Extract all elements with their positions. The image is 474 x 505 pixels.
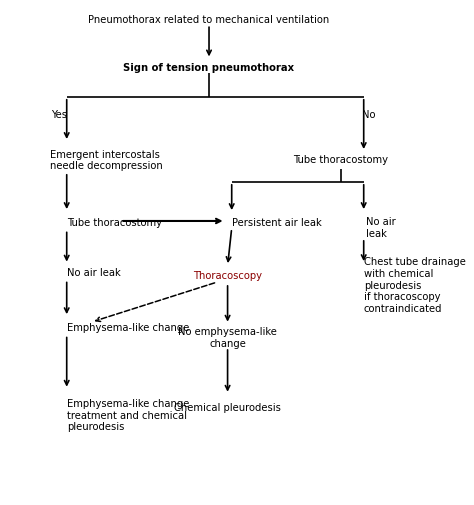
Text: No: No bbox=[362, 110, 375, 120]
Text: Chest tube drainage
with chemical
pleurodesis
if thoracoscopy
contraindicated: Chest tube drainage with chemical pleuro… bbox=[364, 257, 465, 313]
Text: Emergent intercostals
needle decompression: Emergent intercostals needle decompressi… bbox=[50, 149, 163, 171]
Text: No air
leak: No air leak bbox=[366, 217, 395, 238]
Text: Chemical pleurodesis: Chemical pleurodesis bbox=[174, 402, 281, 412]
Text: Pneumothorax related to mechanical ventilation: Pneumothorax related to mechanical venti… bbox=[88, 15, 329, 25]
Text: No emphysema-like
change: No emphysema-like change bbox=[178, 327, 277, 348]
Text: Emphysema-like change: Emphysema-like change bbox=[67, 322, 189, 332]
Text: No air leak: No air leak bbox=[67, 268, 120, 277]
Text: Emphysema-like change
treatment and chemical
pleurodesis: Emphysema-like change treatment and chem… bbox=[67, 398, 189, 431]
Text: Tube thoracostomy: Tube thoracostomy bbox=[293, 155, 389, 165]
Text: Thoracoscopy: Thoracoscopy bbox=[193, 270, 262, 280]
Text: Tube thoracostomy: Tube thoracostomy bbox=[67, 218, 162, 228]
Text: Persistent air leak: Persistent air leak bbox=[232, 218, 321, 228]
Text: Sign of tension pneumothorax: Sign of tension pneumothorax bbox=[123, 63, 294, 73]
Text: Yes: Yes bbox=[51, 110, 67, 120]
